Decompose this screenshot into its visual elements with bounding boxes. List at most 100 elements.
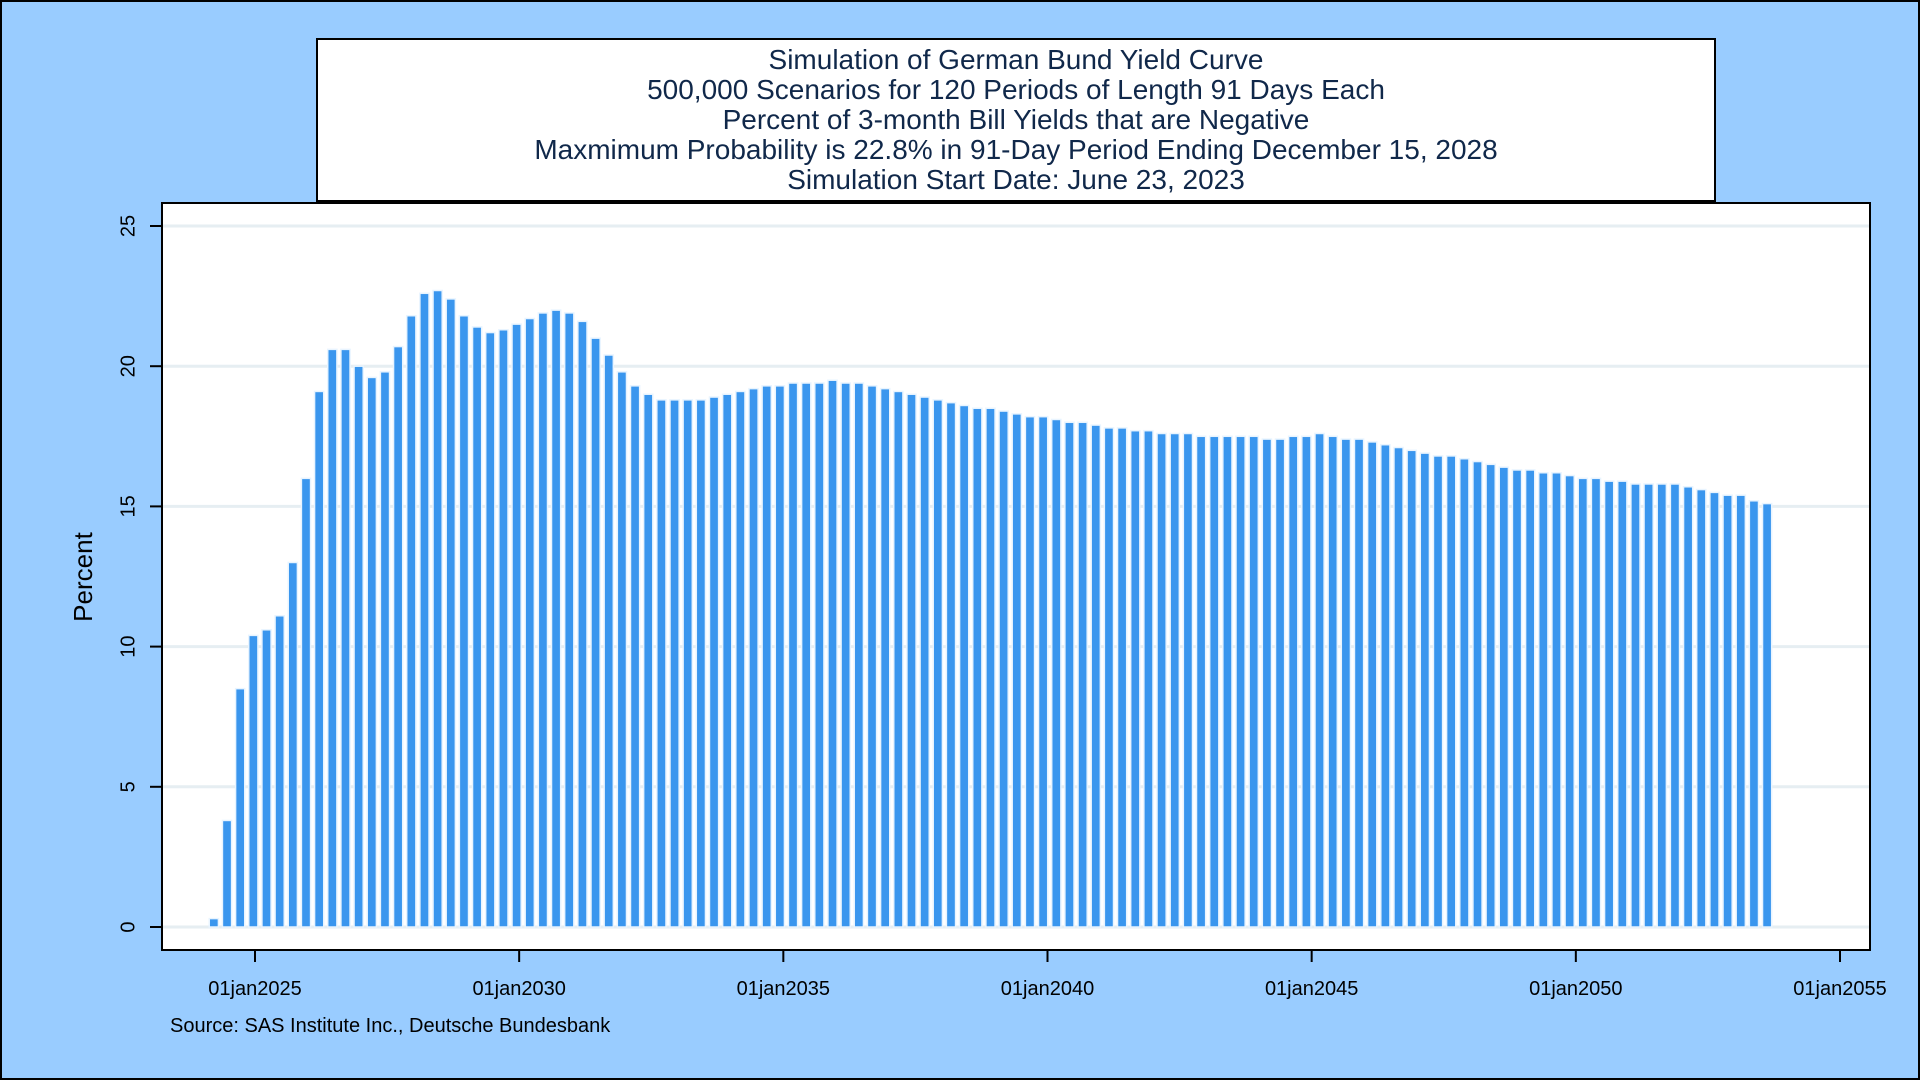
bar [379, 371, 391, 928]
bar [300, 477, 312, 928]
bar [432, 289, 443, 928]
bar [761, 385, 773, 928]
bar [1222, 435, 1233, 928]
bar [221, 819, 233, 928]
bar [1235, 435, 1246, 928]
bar [866, 385, 878, 928]
x-tick-label: 01jan2025 [208, 978, 301, 1000]
title-box [316, 38, 1716, 202]
bar [1274, 438, 1286, 928]
bar [1524, 469, 1536, 928]
bar [1616, 480, 1628, 928]
bar [748, 387, 759, 928]
bar [1590, 477, 1602, 928]
bar [1445, 455, 1457, 928]
bar [1366, 441, 1378, 928]
bar [524, 317, 536, 928]
bar [1340, 438, 1352, 928]
bar [906, 393, 917, 928]
bar [1169, 432, 1181, 928]
bar [1722, 494, 1733, 928]
bar [458, 314, 470, 928]
bar [1129, 429, 1141, 928]
bar [879, 387, 891, 928]
x-axis: 01jan2025 01jan2030 01jan2035 01jan2040 01ja… [208, 950, 1887, 1000]
x-tick-label: 01jan2030 [472, 978, 565, 1000]
bar [1116, 427, 1128, 928]
bar [313, 390, 325, 928]
bar [985, 407, 996, 928]
bar [1735, 494, 1747, 928]
bar [1564, 474, 1575, 928]
bar [721, 393, 733, 928]
title-line-1: Simulation of German Bund Yield Curve [769, 44, 1264, 75]
bar [1432, 455, 1444, 928]
bar [840, 382, 852, 928]
bar [1261, 438, 1273, 928]
bar [853, 382, 865, 928]
bar [656, 399, 667, 928]
bar [590, 337, 601, 928]
bar [603, 354, 615, 928]
bar [1143, 429, 1154, 928]
bar [577, 320, 588, 928]
bar [1327, 435, 1339, 928]
bar [682, 399, 694, 928]
bar [1695, 488, 1707, 928]
bar [484, 331, 496, 928]
bar [892, 390, 904, 928]
bar [274, 615, 285, 928]
bar [511, 323, 522, 928]
bar [234, 687, 246, 928]
bar [774, 385, 786, 928]
y-tick-label: 25 [117, 215, 139, 237]
bar [1208, 435, 1220, 928]
bar [1195, 435, 1207, 928]
bar [827, 379, 838, 928]
bar [1077, 421, 1088, 928]
y-tick-label: 15 [117, 495, 139, 517]
source-note: Source: SAS Institute Inc., Deutsche Bun… [170, 1015, 611, 1037]
y-axis: 0 5 10 15 20 25 [117, 215, 162, 933]
bar [1537, 472, 1549, 928]
bar [340, 348, 351, 928]
bar [1406, 449, 1418, 928]
bar [998, 410, 1009, 928]
bar [1050, 418, 1062, 928]
bar [1287, 435, 1299, 928]
y-tick-label: 0 [117, 921, 139, 932]
title-line-5: Simulation Start Date: June 23, 2023 [787, 164, 1245, 195]
bar [353, 365, 364, 928]
bar-series [208, 289, 1773, 928]
bar [800, 382, 812, 928]
bar [945, 401, 957, 928]
bar [1511, 469, 1523, 928]
bar [1090, 424, 1102, 928]
bar [1064, 421, 1075, 928]
y-tick-label: 5 [117, 781, 139, 792]
bar [471, 326, 483, 928]
bar [629, 385, 641, 928]
y-tick-label: 10 [117, 635, 139, 657]
bar [1603, 480, 1615, 928]
bar [366, 376, 378, 928]
bar [695, 399, 707, 928]
title-line-3: Percent of 3-month Bill Yields that are … [723, 104, 1310, 135]
bar [1643, 483, 1654, 928]
bar [1682, 486, 1694, 928]
bar [919, 396, 930, 928]
bar [616, 371, 628, 928]
bar [1669, 483, 1681, 928]
bar [1498, 466, 1510, 928]
bar [1393, 446, 1404, 928]
bar [1577, 477, 1589, 928]
bar [392, 345, 404, 928]
bar [1037, 415, 1049, 928]
bar [287, 561, 299, 928]
bar [1380, 443, 1391, 928]
x-tick-label: 01jan2040 [1001, 978, 1094, 1000]
bar [1103, 427, 1115, 928]
bar [1314, 432, 1325, 928]
